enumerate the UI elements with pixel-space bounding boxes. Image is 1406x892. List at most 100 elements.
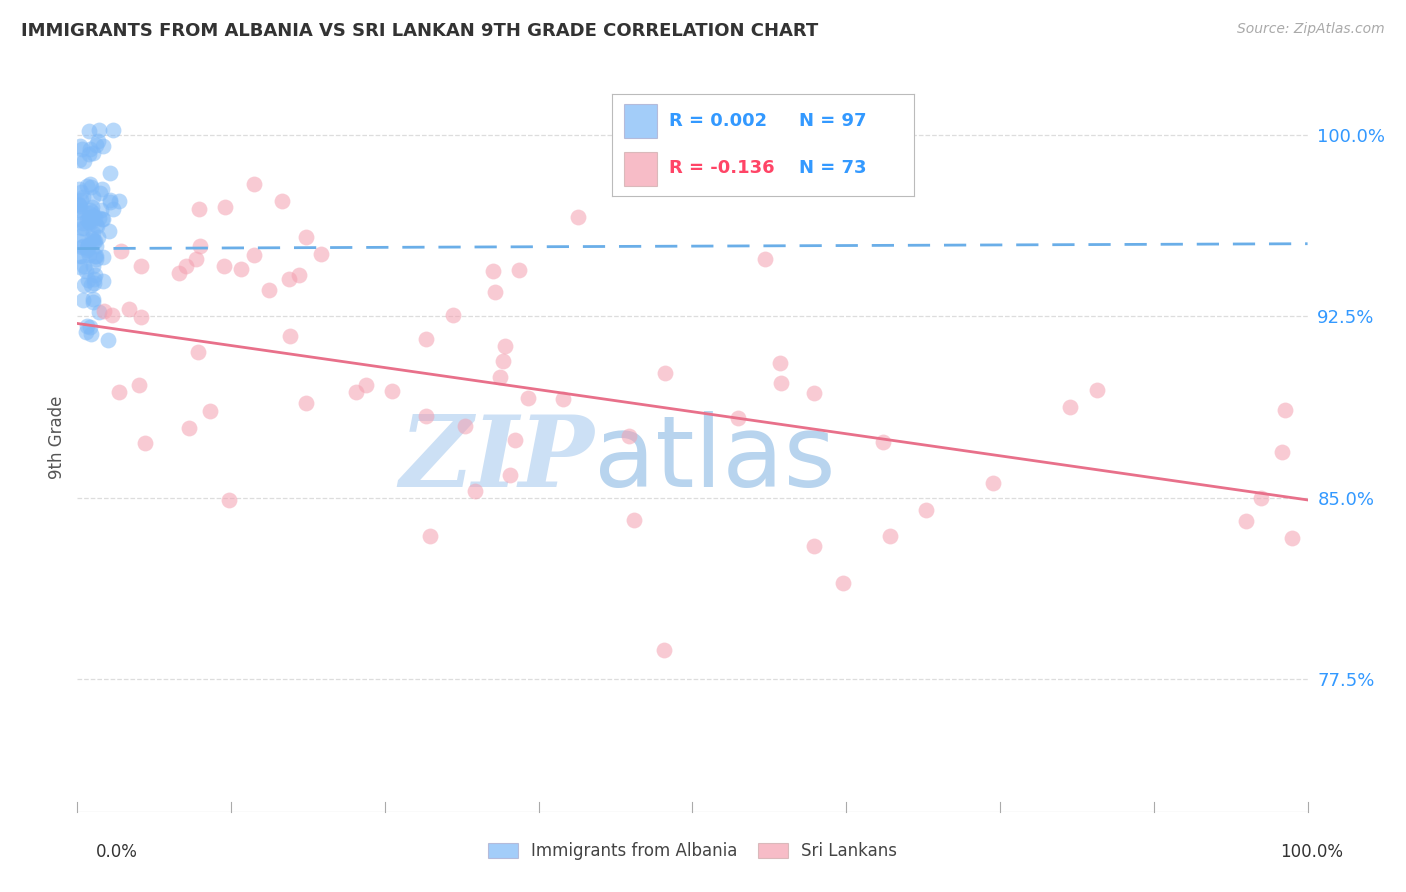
- Point: [186, 252, 208, 266]
- Point: [89, 186, 111, 200]
- Point: [623, 513, 645, 527]
- Point: [70, 249, 93, 263]
- Point: [176, 259, 198, 273]
- Point: [288, 268, 311, 282]
- Point: [82, 205, 104, 219]
- Text: N = 73: N = 73: [799, 159, 866, 177]
- Point: [415, 332, 437, 346]
- Point: [84, 238, 107, 252]
- Point: [464, 484, 486, 499]
- Point: [229, 261, 252, 276]
- Point: [67, 153, 90, 167]
- Point: [76, 213, 98, 227]
- Point: [77, 212, 100, 227]
- Point: [770, 376, 793, 390]
- Point: [118, 301, 141, 316]
- Point: [84, 252, 107, 267]
- Point: [90, 203, 112, 218]
- Point: [879, 529, 901, 543]
- Point: [70, 227, 93, 242]
- Point: [494, 338, 516, 352]
- Point: [97, 224, 120, 238]
- Point: [107, 194, 129, 209]
- Point: [79, 142, 101, 156]
- Point: [177, 421, 200, 435]
- Point: [93, 304, 115, 318]
- Point: [83, 276, 105, 290]
- Point: [188, 239, 211, 253]
- Point: [278, 329, 301, 343]
- Point: [75, 263, 97, 277]
- Point: [72, 238, 94, 252]
- Point: [200, 404, 222, 418]
- Point: [77, 124, 100, 138]
- Text: 0.0%: 0.0%: [96, 843, 138, 861]
- Point: [294, 396, 316, 410]
- Text: atlas: atlas: [595, 411, 835, 508]
- Point: [499, 468, 522, 483]
- Point: [441, 308, 464, 322]
- Point: [69, 139, 91, 153]
- Point: [1271, 445, 1294, 459]
- Point: [87, 230, 110, 244]
- Point: [69, 249, 91, 263]
- Point: [86, 137, 108, 152]
- Point: [77, 206, 100, 220]
- Point: [803, 539, 825, 553]
- Point: [419, 529, 441, 543]
- Point: [79, 319, 101, 334]
- Point: [1085, 383, 1108, 397]
- FancyBboxPatch shape: [624, 104, 657, 137]
- Point: [67, 202, 90, 217]
- Point: [309, 247, 332, 261]
- Point: [67, 204, 90, 219]
- Point: [1250, 491, 1272, 506]
- Point: [70, 142, 93, 156]
- Point: [72, 216, 94, 230]
- Point: [75, 325, 97, 339]
- Point: [84, 268, 107, 282]
- Point: [1281, 531, 1303, 545]
- Legend: Immigrants from Albania, Sri Lankans: Immigrants from Albania, Sri Lankans: [481, 836, 904, 867]
- Point: [212, 259, 235, 273]
- Point: [503, 433, 526, 447]
- Point: [82, 145, 104, 160]
- Point: [187, 345, 209, 359]
- Point: [67, 197, 90, 211]
- Text: ZIP: ZIP: [399, 411, 595, 508]
- Point: [97, 333, 120, 347]
- Point: [79, 177, 101, 191]
- Text: N = 97: N = 97: [799, 112, 866, 130]
- Point: [84, 249, 107, 263]
- Point: [243, 177, 266, 191]
- Point: [82, 227, 104, 241]
- Point: [617, 429, 640, 443]
- Point: [79, 202, 101, 217]
- Point: [87, 134, 110, 148]
- Point: [89, 211, 111, 225]
- Point: [77, 237, 100, 252]
- Point: [257, 283, 280, 297]
- Point: [73, 221, 96, 235]
- Point: [80, 327, 103, 342]
- Point: [101, 308, 124, 322]
- Point: [84, 218, 107, 232]
- Point: [76, 273, 98, 287]
- Point: [80, 200, 103, 214]
- Point: [82, 294, 104, 309]
- Point: [983, 475, 1005, 490]
- Point: [1274, 402, 1296, 417]
- Point: [415, 409, 437, 423]
- Point: [82, 293, 104, 307]
- Point: [108, 385, 131, 400]
- Point: [67, 235, 90, 249]
- Point: [381, 384, 404, 398]
- Point: [454, 418, 477, 433]
- Point: [100, 195, 122, 210]
- Point: [69, 199, 91, 213]
- Point: [67, 182, 90, 196]
- Point: [187, 202, 209, 216]
- Point: [91, 274, 114, 288]
- Y-axis label: 9th Grade: 9th Grade: [48, 395, 66, 479]
- Point: [128, 378, 150, 392]
